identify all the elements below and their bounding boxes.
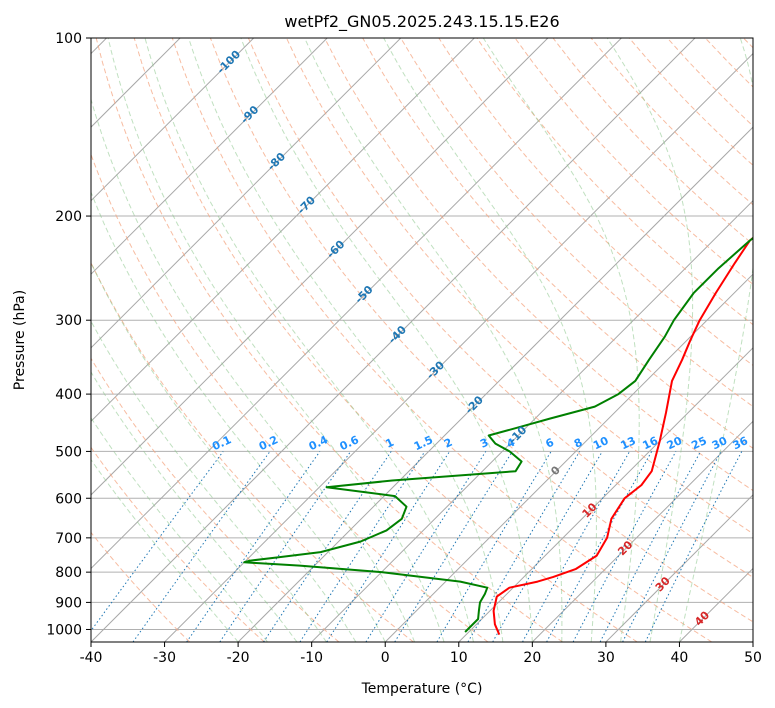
mixing-ratio-label: 20: [665, 434, 685, 452]
chart-title: wetPf2_GN05.2025.243.15.15.E26: [284, 12, 559, 32]
isotherm-line: [531, 420, 753, 642]
mixing-ratio-label: 16: [641, 434, 661, 452]
isotherm-line: [605, 494, 753, 642]
mixing-ratio-line: [326, 451, 451, 642]
isotherm-line: [91, 38, 696, 642]
mixing-ratio-line: [91, 451, 224, 632]
isotherm-line: [91, 38, 475, 423]
y-tick-label: 900: [55, 595, 82, 611]
isotherm-line: [91, 38, 402, 349]
dry-adiabat-line: [95, 38, 563, 642]
moist-adiabat-line: [678, 38, 753, 642]
dry-adiabat-line: [133, 38, 638, 642]
mixing-ratio-label: 10: [591, 434, 611, 452]
moist-adiabat-line: [91, 320, 327, 642]
moist-adiabat-line: [144, 38, 474, 642]
dry-adiabat-line: [171, 38, 713, 642]
moist-adiabat-line: [91, 458, 239, 642]
mixing-ratio-line: [546, 451, 653, 642]
isotherm-line: [164, 52, 753, 642]
plot-background: [91, 38, 753, 642]
isotherm-line: [458, 347, 753, 642]
dry-adiabat-line: [247, 38, 753, 578]
y-tick-label: 300: [55, 313, 82, 329]
y-axis-label: Pressure (hPa): [12, 290, 28, 390]
plot-frame: [90, 37, 754, 643]
moist-adiabat-line: [383, 38, 597, 642]
moist-adiabat-line: [91, 416, 268, 642]
dry-adiabat-line: [514, 38, 753, 285]
x-tick-label: 10: [450, 650, 468, 666]
mixing-ratio-line: [299, 451, 426, 642]
dry-adiabat-line: [91, 531, 191, 642]
mixing-ratio-line: [572, 451, 677, 642]
mixing-ratio-label: 36: [731, 434, 751, 452]
mixing-ratio-line: [263, 451, 392, 642]
y-tick-label: 600: [55, 491, 82, 507]
moist-adiabat-line: [240, 38, 533, 642]
x-tick-label: 30: [597, 650, 615, 666]
profile-series-line: [492, 236, 753, 635]
x-tick-label: 0: [381, 650, 390, 666]
mixing-ratio-line: [522, 451, 631, 642]
x-tick-label: -20: [227, 650, 250, 666]
x-tick-label: 50: [744, 650, 762, 666]
isotherm-line: [91, 38, 549, 496]
isotherm-line: [91, 38, 255, 202]
x-tick-label: -30: [153, 650, 176, 666]
y-tick-label: 700: [55, 531, 82, 547]
isotherm-line: [91, 38, 622, 570]
mixing-ratio-line: [644, 451, 743, 642]
dry-adiabat-line: [91, 153, 489, 642]
x-axis-label: Temperature (°C): [361, 681, 483, 697]
mixing-ratio-label: 30: [710, 434, 730, 452]
moist-adiabat-line: [482, 38, 640, 642]
x-tick-label: 40: [671, 650, 689, 666]
mixing-ratio-line: [132, 451, 271, 642]
x-tick-label: 20: [523, 650, 541, 666]
y-tick-label: 400: [55, 387, 82, 403]
x-tick-label: -40: [80, 650, 103, 666]
y-tick-label: 200: [55, 209, 82, 225]
isotherm-line: [237, 126, 753, 642]
y-tick-label: 800: [55, 565, 82, 581]
dry-adiabat-line: [209, 38, 753, 623]
isotherm-line: [384, 273, 753, 642]
dry-adiabat-line: [400, 38, 753, 408]
profile-series-line: [243, 236, 753, 633]
mixing-ratio-line: [394, 451, 513, 642]
dry-adiabat-line: [91, 357, 340, 642]
mixing-ratio-label: 13: [618, 434, 637, 452]
moist-adiabat-line: [91, 190, 386, 642]
dry-adiabat-line: [438, 38, 753, 366]
dry-adiabat-line: [324, 38, 753, 492]
mixing-ratio-line: [186, 451, 321, 642]
isotherm-line: [91, 38, 328, 275]
y-tick-label: 1000: [46, 622, 82, 638]
moist-adiabat-line: [304, 38, 563, 642]
moist-adiabat-line: [91, 261, 357, 642]
mixing-ratio-line: [219, 451, 352, 642]
moist-adiabat-line: [606, 38, 694, 642]
y-tick-label: 500: [55, 444, 82, 460]
dry-adiabat-line: [91, 446, 265, 642]
moist-adiabat-line: [107, 38, 445, 642]
y-tick-label: 100: [55, 31, 82, 47]
x-tick-label: -10: [300, 650, 323, 666]
mixing-ratio-label: 25: [689, 434, 708, 452]
isotherm-line: [752, 641, 753, 642]
